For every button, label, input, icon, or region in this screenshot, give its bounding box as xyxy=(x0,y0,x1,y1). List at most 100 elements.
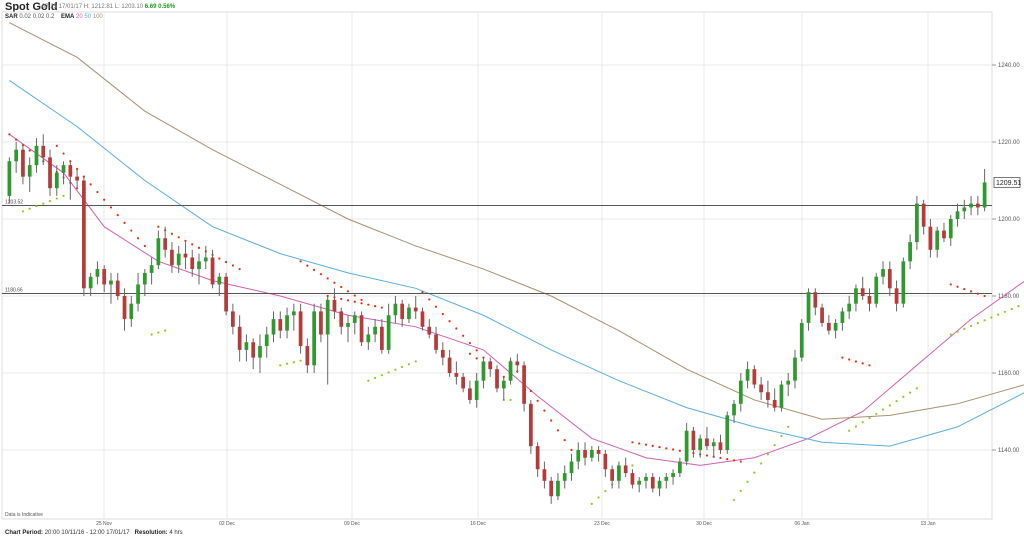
sar-dot xyxy=(963,327,966,330)
candle-down xyxy=(928,226,933,250)
sar-dot xyxy=(990,316,993,319)
sar-dot xyxy=(367,379,370,382)
y-tick-label: 1240.00 xyxy=(998,63,1020,69)
candle-up xyxy=(7,161,12,196)
sar-dot xyxy=(881,408,885,411)
sar-dot xyxy=(313,268,316,272)
candle-down xyxy=(860,288,865,296)
sar-dot xyxy=(191,243,194,246)
x-tick-label: 25 Nov xyxy=(96,521,112,527)
sar-dot xyxy=(238,267,241,271)
sar-dot xyxy=(373,376,377,380)
candle-up xyxy=(325,299,330,335)
sar-dot xyxy=(414,360,417,363)
sar-dot xyxy=(861,362,864,365)
candle-up xyxy=(833,322,838,331)
candle-up xyxy=(745,369,750,381)
candle-up xyxy=(779,384,784,408)
sar-dot xyxy=(719,456,722,460)
candle-up xyxy=(149,265,154,273)
candle-up xyxy=(657,480,662,489)
x-tick-label: 30 Dec xyxy=(696,521,712,527)
sar-dot xyxy=(915,387,918,390)
candle-up xyxy=(407,307,411,320)
ema-label: EMA xyxy=(61,14,75,20)
sar-dot xyxy=(949,283,952,286)
candle-up xyxy=(136,284,140,304)
candle-down xyxy=(759,384,763,393)
candle-up xyxy=(142,272,147,285)
sar-dot xyxy=(665,447,668,450)
sar-dot xyxy=(150,333,153,336)
candle-up xyxy=(366,334,371,343)
sar-dot xyxy=(956,285,959,288)
sar-dot xyxy=(1017,305,1020,308)
sar-dot xyxy=(103,198,106,201)
candle-down xyxy=(163,238,168,250)
candle-up xyxy=(373,326,377,335)
candle-up xyxy=(617,465,621,481)
candle-down xyxy=(887,269,892,289)
candle-down xyxy=(921,203,926,227)
candle-down xyxy=(190,257,195,270)
sar-dot xyxy=(902,395,905,398)
sar-dot xyxy=(401,365,404,369)
sar-dot xyxy=(739,489,742,493)
sar-indicator-label[interactable]: SAR 0.02 0.02 0.2 xyxy=(5,14,54,20)
candle-down xyxy=(237,326,242,350)
sar-dot xyxy=(550,419,553,422)
candle-down xyxy=(231,311,235,327)
sar-dot xyxy=(55,144,58,147)
candle-up xyxy=(217,276,222,285)
sar-dot xyxy=(787,425,790,428)
sar-dot xyxy=(644,443,648,446)
candle-up xyxy=(955,211,960,219)
ema-indicator-label[interactable]: EMA 20 50 100 xyxy=(61,14,103,20)
ema-line-ema100 xyxy=(9,22,1024,420)
sar-dot xyxy=(319,273,323,276)
sar-dot xyxy=(536,399,539,402)
sar-dot xyxy=(231,264,234,267)
candle-down xyxy=(461,376,466,389)
candle-down xyxy=(495,369,499,389)
candle-up xyxy=(738,380,743,404)
sar-dot xyxy=(157,331,160,334)
candle-up xyxy=(95,269,100,277)
sar-dot xyxy=(705,454,709,457)
sar-dot xyxy=(746,480,749,483)
sar-dot xyxy=(1010,307,1013,311)
candle-up xyxy=(671,473,675,477)
sar-dot xyxy=(109,206,113,209)
sar-dot xyxy=(62,194,65,197)
sar-dot xyxy=(462,334,465,337)
candle-up xyxy=(908,242,912,262)
candle-down xyxy=(630,473,635,485)
candle-down xyxy=(772,399,777,408)
candle-up xyxy=(393,303,398,316)
sar-dot xyxy=(468,341,472,345)
sar-dot xyxy=(760,462,763,465)
sar-dot xyxy=(62,152,65,155)
sar-dot xyxy=(726,458,729,461)
sar-dot xyxy=(563,439,566,442)
candle-up xyxy=(562,473,567,481)
sar-dot xyxy=(218,257,221,260)
candle-down xyxy=(434,334,438,350)
candle-down xyxy=(210,257,215,285)
candle-down xyxy=(813,292,818,308)
ema-line-ema50 xyxy=(9,79,1024,447)
sar-dot xyxy=(380,306,383,309)
sar-dot xyxy=(868,364,871,367)
sar-dot xyxy=(434,305,438,308)
sar-dot xyxy=(55,197,58,200)
candle-up xyxy=(576,450,581,462)
candle-down xyxy=(650,476,655,489)
candle-down xyxy=(535,446,540,470)
sar-dot xyxy=(590,502,593,505)
candle-down xyxy=(610,469,614,481)
y-tick-label: 1140.00 xyxy=(998,448,1020,454)
sar-dot xyxy=(455,327,458,330)
candle-down xyxy=(413,307,418,312)
current-price-box xyxy=(993,176,1021,188)
